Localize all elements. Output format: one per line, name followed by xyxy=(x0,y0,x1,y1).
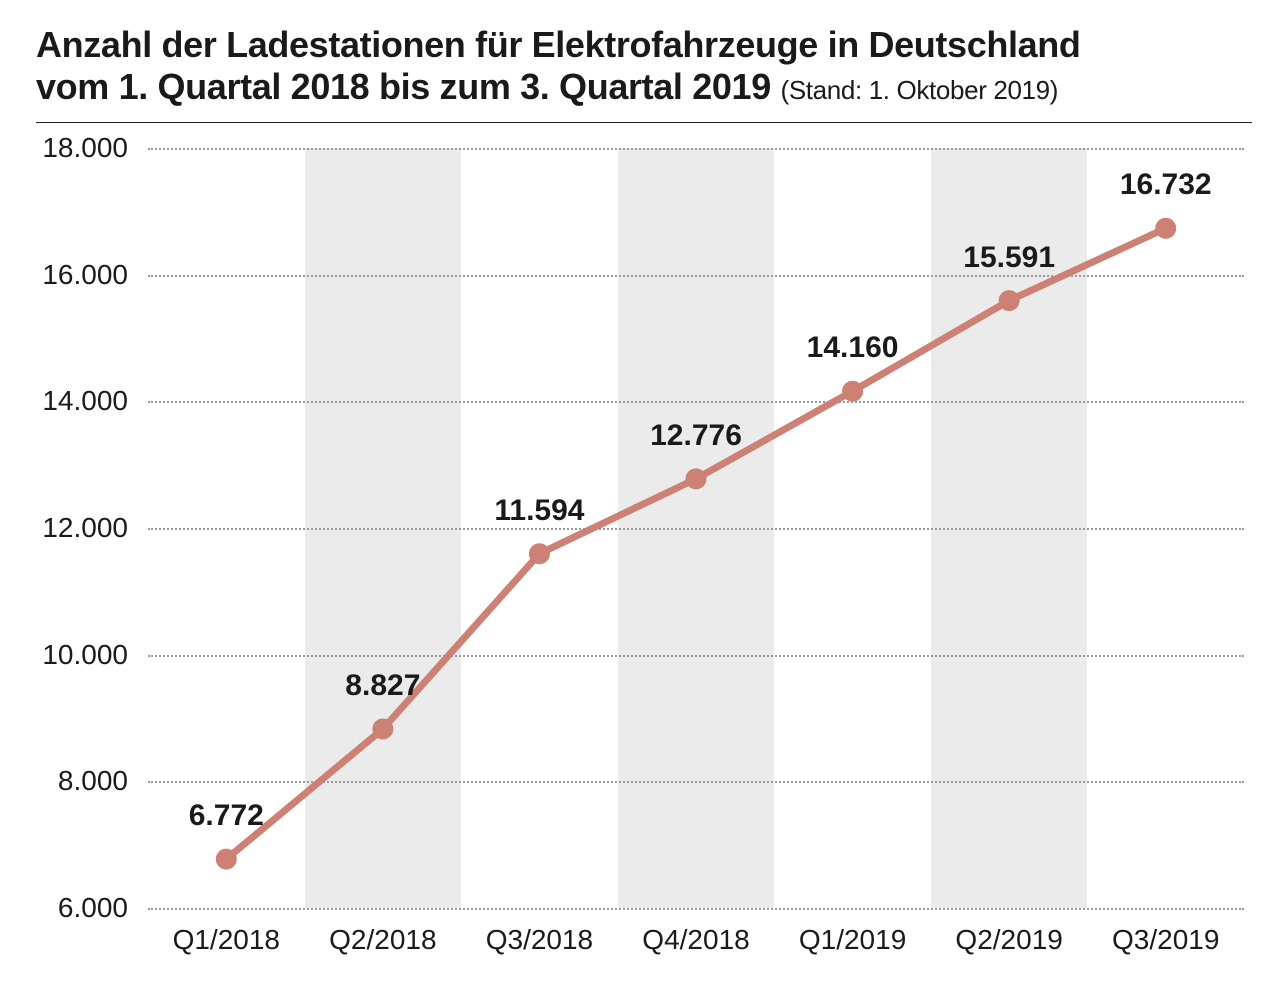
y-axis-tick-label: 18.000 xyxy=(0,132,128,164)
chart-marker xyxy=(1156,218,1176,238)
chart-title-line2: vom 1. Quartal 2018 bis zum 3. Quartal 2… xyxy=(36,66,1252,108)
x-axis-tick-label: Q2/2019 xyxy=(955,924,1062,956)
chart-title-line1: Anzahl der Ladestationen für Elektrofahr… xyxy=(36,24,1252,66)
y-axis-tick-label: 12.000 xyxy=(0,512,128,544)
chart-value-label: 6.772 xyxy=(189,799,264,833)
chart-title-block: Anzahl der Ladestationen für Elektrofahr… xyxy=(36,24,1252,123)
x-axis-tick-label: Q1/2019 xyxy=(799,924,906,956)
chart-marker xyxy=(686,469,706,489)
chart-value-label: 14.160 xyxy=(807,331,899,365)
y-axis-tick-label: 10.000 xyxy=(0,639,128,671)
chart-value-label: 8.827 xyxy=(345,669,420,703)
chart-marker xyxy=(529,544,549,564)
chart-value-label: 12.776 xyxy=(650,419,742,453)
x-axis-tick-label: Q3/2018 xyxy=(486,924,593,956)
x-axis-tick-label: Q1/2018 xyxy=(173,924,280,956)
chart-title-line2-prefix: vom 1. Quartal 2018 bis zum 3. Quartal 2… xyxy=(36,66,771,107)
y-axis-tick-label: 14.000 xyxy=(0,385,128,417)
chart-series xyxy=(148,148,1244,908)
chart-marker xyxy=(999,291,1019,311)
chart-title-suffix: (Stand: 1. Oktober 2019) xyxy=(781,75,1059,105)
chart-marker xyxy=(216,849,236,869)
x-axis-tick-label: Q3/2019 xyxy=(1112,924,1219,956)
y-axis-tick-label: 6.000 xyxy=(0,892,128,924)
x-axis-tick-label: Q2/2018 xyxy=(329,924,436,956)
y-axis-tick-label: 8.000 xyxy=(0,765,128,797)
y-axis-tick-label: 16.000 xyxy=(0,259,128,291)
chart-container: Anzahl der Ladestationen für Elektrofahr… xyxy=(0,0,1288,984)
chart-line xyxy=(226,228,1165,859)
chart-value-label: 15.591 xyxy=(963,241,1055,275)
chart-value-label: 11.594 xyxy=(494,494,584,528)
chart-title-rule xyxy=(36,122,1252,123)
chart-marker xyxy=(843,381,863,401)
x-axis-tick-label: Q4/2018 xyxy=(642,924,749,956)
chart-plot-area: 6.0008.00010.00012.00014.00016.00018.000… xyxy=(148,148,1244,908)
chart-marker xyxy=(373,719,393,739)
chart-value-label: 16.732 xyxy=(1120,168,1212,202)
chart-gridline xyxy=(148,908,1244,910)
